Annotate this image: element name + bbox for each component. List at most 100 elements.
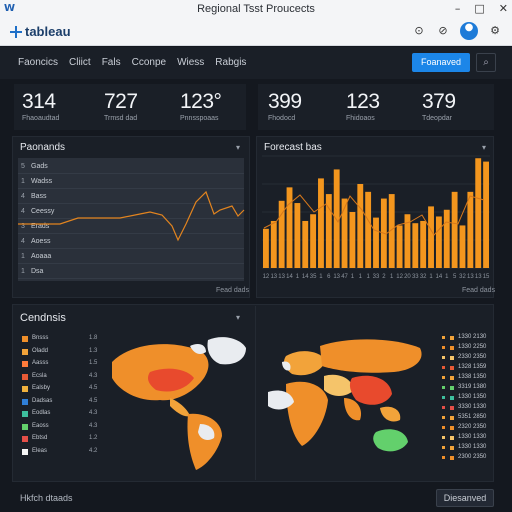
nav-item-faoncics[interactable]: Faoncics bbox=[18, 57, 59, 68]
region-uk[interactable] bbox=[282, 361, 291, 371]
bar[interactable] bbox=[310, 214, 317, 268]
table-row[interactable]: 4 Aoess bbox=[18, 235, 244, 249]
nav-item-rabgis[interactable]: Rabgis bbox=[215, 57, 247, 68]
nav-item-cliict[interactable]: Cliict bbox=[69, 57, 91, 68]
chevron-down-icon[interactable]: ▾ bbox=[482, 143, 487, 152]
kpi-value: 399 bbox=[268, 90, 302, 113]
bar[interactable] bbox=[333, 169, 340, 268]
bar[interactable] bbox=[388, 194, 395, 268]
legend-value: 4.3 bbox=[89, 410, 98, 416]
bar[interactable] bbox=[428, 206, 434, 268]
nav-item-fals[interactable]: Fals bbox=[101, 57, 121, 68]
legend-swatch bbox=[22, 411, 28, 417]
bar[interactable] bbox=[341, 198, 348, 268]
bar[interactable] bbox=[443, 209, 450, 268]
x-tick-label: 13 bbox=[475, 274, 482, 280]
maximize-icon[interactable]: □ bbox=[474, 2, 485, 15]
region-brazil[interactable] bbox=[198, 424, 215, 440]
x-tick-label: 1 bbox=[351, 274, 355, 280]
minimize-icon[interactable]: – bbox=[454, 2, 461, 15]
bar[interactable] bbox=[302, 220, 309, 268]
map-marker[interactable] bbox=[442, 356, 445, 359]
x-tick-label: 2 bbox=[382, 274, 386, 280]
bar[interactable] bbox=[475, 158, 482, 268]
user-avatar[interactable]: ● bbox=[460, 22, 478, 40]
region-swatch bbox=[450, 346, 454, 350]
bar[interactable] bbox=[412, 223, 419, 268]
map-marker[interactable] bbox=[442, 416, 445, 419]
bar[interactable] bbox=[294, 203, 301, 268]
bar[interactable] bbox=[263, 228, 269, 268]
bar[interactable] bbox=[451, 191, 458, 268]
bar[interactable] bbox=[286, 187, 293, 268]
map-marker[interactable] bbox=[442, 336, 445, 339]
region-africa[interactable] bbox=[286, 381, 328, 446]
table-row[interactable]: 1 Wadss bbox=[18, 175, 244, 189]
bar[interactable] bbox=[404, 214, 411, 268]
bar[interactable] bbox=[270, 220, 277, 268]
map-marker[interactable] bbox=[442, 436, 445, 439]
primary-action-button[interactable]: Foanaved bbox=[412, 53, 470, 72]
bottom-action-button[interactable]: Diesanved bbox=[436, 489, 494, 507]
region-value: 3319 1380 bbox=[458, 384, 487, 390]
legend-swatch bbox=[22, 348, 28, 355]
region-russia[interactable] bbox=[320, 339, 422, 373]
settings-icon[interactable]: ⚙ bbox=[490, 24, 500, 37]
map-marker[interactable] bbox=[442, 366, 445, 369]
x-tick-label: 12 bbox=[396, 274, 403, 280]
map-marker[interactable] bbox=[442, 446, 445, 449]
region-southeast-asia[interactable] bbox=[380, 406, 401, 422]
map-marker[interactable] bbox=[442, 396, 445, 399]
region-central-america[interactable] bbox=[170, 398, 190, 417]
x-tick-label: 14 bbox=[286, 274, 293, 280]
bar[interactable] bbox=[325, 194, 332, 268]
map-marker[interactable] bbox=[442, 426, 445, 429]
close-icon[interactable]: ✕ bbox=[498, 2, 508, 15]
chevron-down-icon[interactable]: ▾ bbox=[236, 313, 241, 322]
x-tick-label: 1 bbox=[366, 274, 370, 280]
nav-item-wiess[interactable]: Wiess bbox=[177, 57, 205, 68]
legend-value: 4.3 bbox=[89, 372, 98, 379]
bar[interactable] bbox=[459, 225, 466, 268]
region-middle-east[interactable] bbox=[324, 374, 354, 396]
region-swatch bbox=[450, 406, 454, 410]
map-marker[interactable] bbox=[442, 376, 445, 379]
region-south-america[interactable] bbox=[187, 413, 222, 470]
region-canada-east[interactable] bbox=[190, 344, 206, 354]
map-marker[interactable] bbox=[442, 456, 445, 459]
bar[interactable] bbox=[357, 184, 364, 268]
table-row[interactable]: 1 Dsa bbox=[18, 265, 244, 279]
table-row[interactable]: 1 Aoaaa bbox=[18, 250, 244, 264]
bar[interactable] bbox=[349, 212, 356, 268]
region-europe[interactable] bbox=[284, 351, 326, 376]
bar[interactable] bbox=[467, 191, 474, 268]
region-africa-north[interactable] bbox=[268, 390, 294, 410]
nav-item-cconpe[interactable]: Cconpe bbox=[131, 57, 167, 68]
chevron-down-icon[interactable]: ▾ bbox=[236, 143, 241, 152]
region-greenland[interactable] bbox=[207, 337, 247, 365]
forecast-panel-title: Forecast bas bbox=[264, 142, 322, 153]
bottom-label: Hkfch dtaads bbox=[20, 493, 73, 503]
region-usa[interactable] bbox=[148, 368, 194, 392]
bar[interactable] bbox=[318, 178, 324, 268]
region-china[interactable] bbox=[349, 375, 392, 405]
region-australia[interactable] bbox=[373, 429, 408, 452]
x-tick-label: 6 bbox=[327, 274, 331, 280]
table-row[interactable]: 5 Gads bbox=[18, 160, 244, 174]
map-marker[interactable] bbox=[442, 386, 445, 389]
alert-icon[interactable]: ⊘ bbox=[438, 24, 448, 37]
map-marker[interactable] bbox=[442, 346, 445, 349]
search-icon[interactable]: ⌕ bbox=[476, 53, 496, 72]
tableau-logo[interactable]: tableau bbox=[10, 24, 71, 39]
bar[interactable] bbox=[435, 216, 442, 268]
bar[interactable] bbox=[483, 161, 489, 268]
history-icon[interactable]: ⊙ bbox=[414, 24, 424, 37]
bar[interactable] bbox=[420, 220, 427, 268]
map-marker[interactable] bbox=[442, 406, 445, 409]
region-value: 1330 1330 bbox=[458, 434, 487, 440]
bar[interactable] bbox=[373, 217, 379, 268]
region-south-asia[interactable] bbox=[344, 398, 362, 421]
bar[interactable] bbox=[396, 225, 403, 268]
bar[interactable] bbox=[365, 191, 372, 268]
bar[interactable] bbox=[278, 200, 285, 268]
